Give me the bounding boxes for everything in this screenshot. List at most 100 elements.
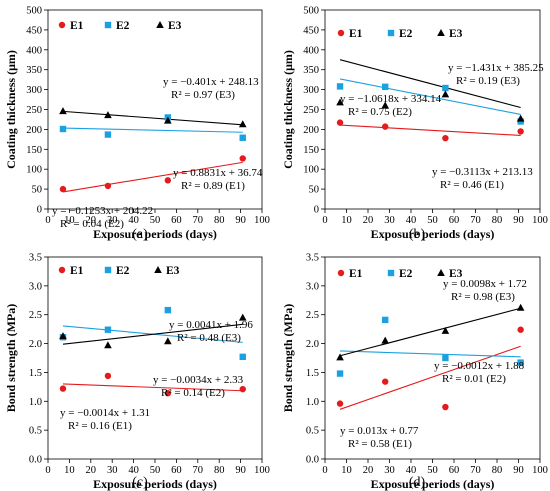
data-point-e1: [336, 119, 344, 126]
x-tick-label: 20: [363, 465, 374, 476]
chart-panel-a: 0 10 20 30 40 50 60 70 80 90 100 0 50 100 150 200 250 300…: [4, 6, 270, 243]
data-point-e1: [517, 326, 524, 333]
data-point-e3: [441, 326, 450, 334]
x-tick-label: 0: [45, 215, 50, 226]
y-axis-label: Coating thickness (μm): [281, 50, 295, 169]
legend-label-e3: E3: [168, 20, 182, 32]
data-point-e1: [59, 185, 67, 193]
legend-marker-e2: [104, 266, 112, 274]
x-tick-label: 60: [171, 465, 182, 476]
x-axis-label: Exposure periods (days): [371, 227, 495, 241]
data-point-e1: [442, 403, 449, 411]
x-tick-label: 90: [513, 465, 524, 476]
panel-label: (d): [409, 475, 426, 490]
x-axis-label: Exposure periods (days): [371, 477, 495, 491]
x-tick-label: 40: [128, 215, 139, 226]
data-point-e3: [516, 303, 525, 311]
trend-r2-e1: R² = 0.46 (E1): [440, 179, 504, 191]
y-tick-label: 2.0: [29, 339, 42, 350]
y-tick-label: 150: [303, 145, 319, 156]
legend-label-e1: E1: [349, 28, 363, 40]
trend-equation-e2: y = −0.0012x + 1.88: [434, 360, 525, 372]
legend-marker-e2: [104, 21, 112, 29]
x-tick-label: 30: [384, 215, 395, 226]
x-tick-label: 40: [406, 465, 417, 476]
y-tick-label: 100: [303, 165, 319, 176]
x-tick-label: 40: [128, 465, 139, 476]
data-point-e3: [104, 341, 112, 349]
trend-equation-e2: y = −0.1253x + 204.22: [52, 205, 153, 217]
x-axis-label: Exposure periods (days): [93, 477, 217, 491]
y-tick-label: 50: [32, 185, 43, 196]
y-tick-label: 0.5: [306, 426, 319, 437]
x-tick-label: 30: [107, 465, 118, 476]
x-tick-label: 70: [470, 465, 481, 476]
x-tick-label: 30: [107, 215, 118, 226]
legend-label-e1: E1: [70, 265, 84, 277]
data-point-e2: [442, 84, 449, 92]
data-point-e2: [382, 83, 389, 91]
trend-r2-e1: R² = 0.89 (E1): [181, 180, 245, 192]
data-point-e3: [59, 332, 67, 340]
data-point-e1: [382, 378, 389, 385]
y-tick-label: 300: [303, 85, 319, 96]
legend-marker-e3: [154, 266, 162, 273]
y-tick-label: 400: [303, 45, 319, 56]
x-tick-label: 70: [193, 465, 204, 476]
data-point-e1: [382, 123, 389, 130]
legend-label-e2: E2: [399, 268, 413, 280]
legend-label-e3: E3: [449, 268, 463, 280]
y-tick-label: 500: [26, 6, 42, 17]
y-tick-label: 1.0: [29, 397, 42, 408]
y-tick-label: 200: [26, 125, 42, 136]
legend-marker-e1: [337, 269, 345, 277]
data-point-e3: [104, 111, 112, 119]
panel-label: (b): [409, 227, 426, 242]
trend-equation-e1: y = 0.013x + 0.77: [340, 425, 419, 437]
data-point-e2: [517, 359, 524, 366]
x-tick-label: 0: [322, 465, 327, 476]
y-axis-label: Bond strength (MPa): [4, 304, 18, 412]
x-tick-label: 10: [64, 215, 75, 226]
data-point-e3: [59, 107, 67, 115]
data-point-e3: [336, 98, 344, 106]
trend-equation-e1: y = −0.3113x + 213.13: [432, 166, 533, 178]
data-point-e3: [238, 120, 247, 128]
panel-label: (c): [132, 475, 148, 490]
y-tick-label: 200: [303, 125, 319, 136]
data-point-e1: [239, 385, 246, 393]
x-tick-label: 90: [235, 215, 246, 226]
trend-r2-e2: R² = 0.14 (E2): [161, 387, 225, 399]
data-point-e2: [239, 134, 246, 141]
data-point-e2: [336, 83, 344, 90]
y-tick-label: 0.0: [29, 455, 42, 466]
y-tick-label: 2.5: [306, 310, 319, 321]
trendline-e3: [339, 307, 521, 357]
legend-label-e3: E3: [166, 265, 180, 277]
trend-r2-e3: R² = 0.19 (E3): [456, 75, 520, 87]
x-tick-label: 80: [214, 465, 225, 476]
x-tick-label: 10: [341, 465, 352, 476]
data-point-e1: [104, 182, 112, 190]
data-point-e3: [516, 114, 525, 122]
y-tick-label: 0: [314, 205, 319, 216]
legend-marker-e2: [387, 269, 395, 277]
trendline-e3: [62, 110, 243, 126]
x-tick-label: 70: [193, 215, 204, 226]
data-point-e3: [336, 353, 344, 361]
legend-label-e2: E2: [116, 265, 130, 277]
x-tick-label: 90: [513, 215, 524, 226]
trend-r2-e1: R² = 0.58 (E1): [348, 438, 412, 450]
y-tick-label: 2.5: [29, 310, 42, 321]
trend-equation-e3: y = −1.431x + 385.25: [448, 62, 544, 74]
y-tick-label: 100: [26, 165, 42, 176]
y-tick-label: 1.5: [306, 368, 319, 379]
x-tick-label: 40: [406, 215, 417, 226]
trendline-e2: [62, 127, 243, 133]
data-point-e1: [164, 177, 172, 184]
trend-r2-e3: R² = 0.97 (E3): [171, 89, 235, 101]
data-point-e1: [104, 372, 112, 380]
legend-marker-e1: [58, 266, 66, 274]
trendline-e1: [339, 345, 521, 410]
legend-label-e1: E1: [349, 268, 363, 280]
